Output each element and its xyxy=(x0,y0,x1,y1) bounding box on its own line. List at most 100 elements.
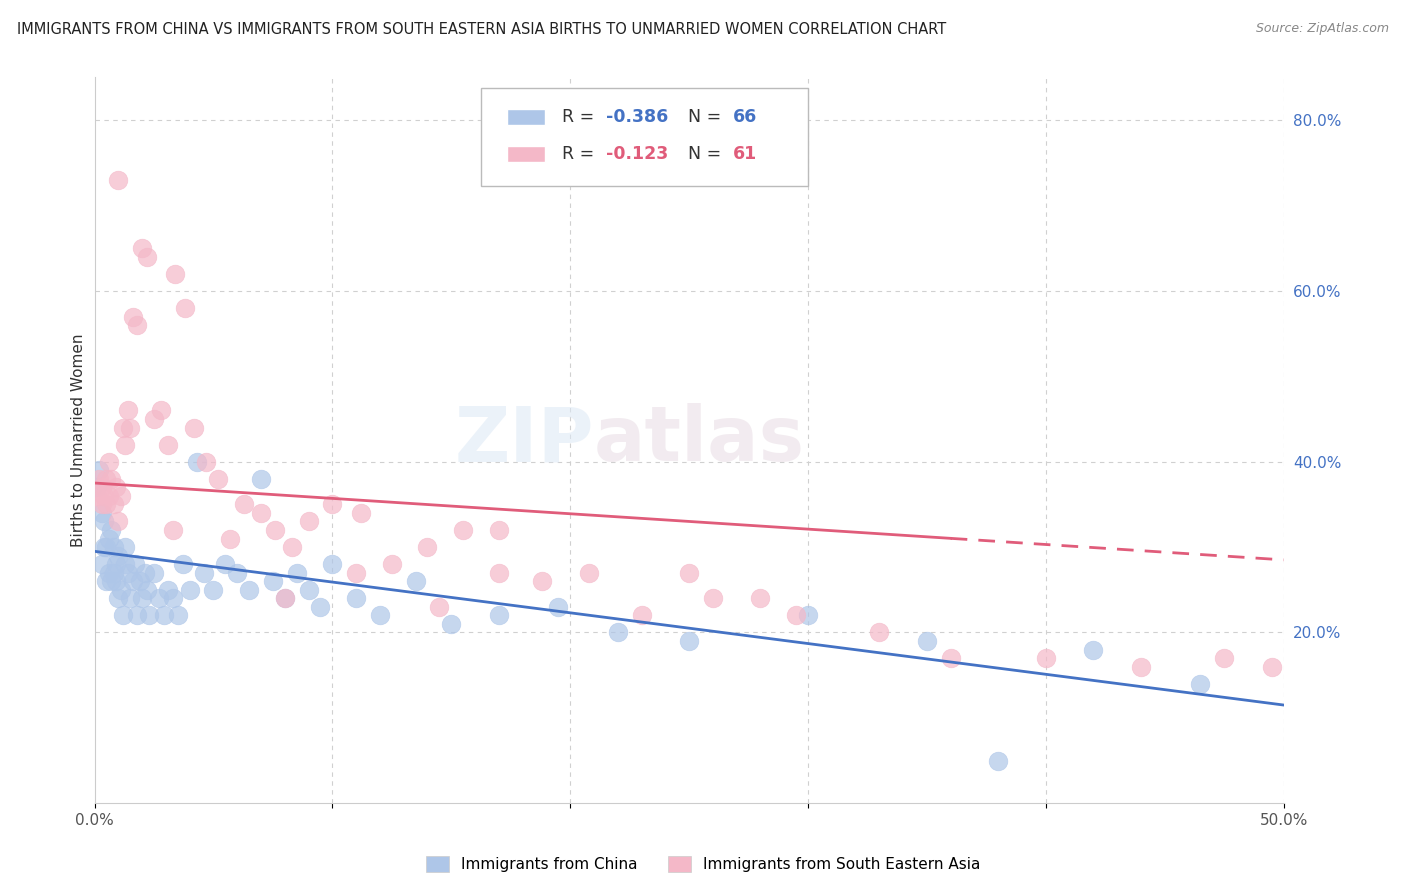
Point xyxy=(172,557,194,571)
Point xyxy=(264,523,287,537)
Point xyxy=(97,566,120,580)
Point xyxy=(96,574,118,589)
Point xyxy=(100,472,122,486)
Point xyxy=(103,566,125,580)
Point xyxy=(405,574,427,589)
Point xyxy=(219,532,242,546)
Point xyxy=(143,412,166,426)
Point xyxy=(124,557,146,571)
Point xyxy=(702,591,724,606)
Point xyxy=(1260,659,1282,673)
Point xyxy=(93,489,115,503)
Text: atlas: atlas xyxy=(593,403,806,477)
Point xyxy=(429,599,451,614)
Point xyxy=(207,472,229,486)
Text: R =: R = xyxy=(562,145,599,162)
Point xyxy=(274,591,297,606)
Point xyxy=(183,420,205,434)
Point xyxy=(381,557,404,571)
Point xyxy=(749,591,772,606)
Point xyxy=(1083,642,1105,657)
Text: 61: 61 xyxy=(733,145,758,162)
Point xyxy=(274,591,297,606)
Point xyxy=(915,634,938,648)
Legend: Immigrants from China, Immigrants from South Eastern Asia: Immigrants from China, Immigrants from S… xyxy=(418,848,988,880)
Point xyxy=(143,566,166,580)
Point xyxy=(97,455,120,469)
Point xyxy=(120,420,142,434)
Point xyxy=(93,540,115,554)
Point xyxy=(120,591,142,606)
Point xyxy=(309,599,332,614)
Text: ZIP: ZIP xyxy=(454,403,593,477)
Point xyxy=(530,574,553,589)
Point xyxy=(86,480,108,494)
Point xyxy=(416,540,439,554)
Point xyxy=(89,472,111,486)
Point xyxy=(165,267,187,281)
Point xyxy=(488,566,510,580)
Point xyxy=(104,574,127,589)
Point xyxy=(100,523,122,537)
Point xyxy=(162,523,184,537)
Point xyxy=(233,497,256,511)
Point xyxy=(186,455,208,469)
Point xyxy=(1129,659,1152,673)
FancyBboxPatch shape xyxy=(481,88,808,186)
Point xyxy=(150,403,173,417)
Point xyxy=(107,515,129,529)
Point xyxy=(100,574,122,589)
Point xyxy=(250,506,273,520)
Point xyxy=(344,591,367,606)
Point xyxy=(90,497,112,511)
Point xyxy=(97,532,120,546)
Point xyxy=(195,455,218,469)
Point xyxy=(135,250,157,264)
Point xyxy=(134,566,156,580)
Point xyxy=(262,574,284,589)
Point xyxy=(606,625,628,640)
Point xyxy=(238,582,260,597)
Point xyxy=(90,557,112,571)
Point xyxy=(488,608,510,623)
Point xyxy=(157,582,180,597)
Point xyxy=(1213,651,1236,665)
Point xyxy=(368,608,391,623)
Y-axis label: Births to Unmarried Women: Births to Unmarried Women xyxy=(72,334,86,547)
Point xyxy=(939,651,962,665)
Point xyxy=(93,515,115,529)
Point xyxy=(97,489,120,503)
Point xyxy=(157,437,180,451)
Point xyxy=(987,754,1010,768)
Point xyxy=(131,241,153,255)
FancyBboxPatch shape xyxy=(508,110,546,126)
FancyBboxPatch shape xyxy=(508,145,546,161)
Point xyxy=(112,420,135,434)
Point xyxy=(117,403,139,417)
Point xyxy=(107,549,129,563)
Point xyxy=(112,608,135,623)
Point xyxy=(678,634,700,648)
Point xyxy=(104,557,127,571)
Point xyxy=(321,497,343,511)
Point xyxy=(127,318,149,332)
Point xyxy=(148,591,170,606)
Point xyxy=(868,625,890,640)
Point xyxy=(440,616,463,631)
Text: IMMIGRANTS FROM CHINA VS IMMIGRANTS FROM SOUTH EASTERN ASIA BIRTHS TO UNMARRIED : IMMIGRANTS FROM CHINA VS IMMIGRANTS FROM… xyxy=(17,22,946,37)
Point xyxy=(117,566,139,580)
Point xyxy=(107,591,129,606)
Point xyxy=(131,591,153,606)
Point xyxy=(114,540,136,554)
Text: N =: N = xyxy=(678,108,727,127)
Point xyxy=(488,523,510,537)
Point xyxy=(90,506,112,520)
Point xyxy=(250,472,273,486)
Text: N =: N = xyxy=(678,145,727,162)
Text: -0.386: -0.386 xyxy=(606,108,668,127)
Point xyxy=(344,566,367,580)
Point xyxy=(350,506,373,520)
Point xyxy=(578,566,600,580)
Point xyxy=(321,557,343,571)
Point xyxy=(226,566,249,580)
